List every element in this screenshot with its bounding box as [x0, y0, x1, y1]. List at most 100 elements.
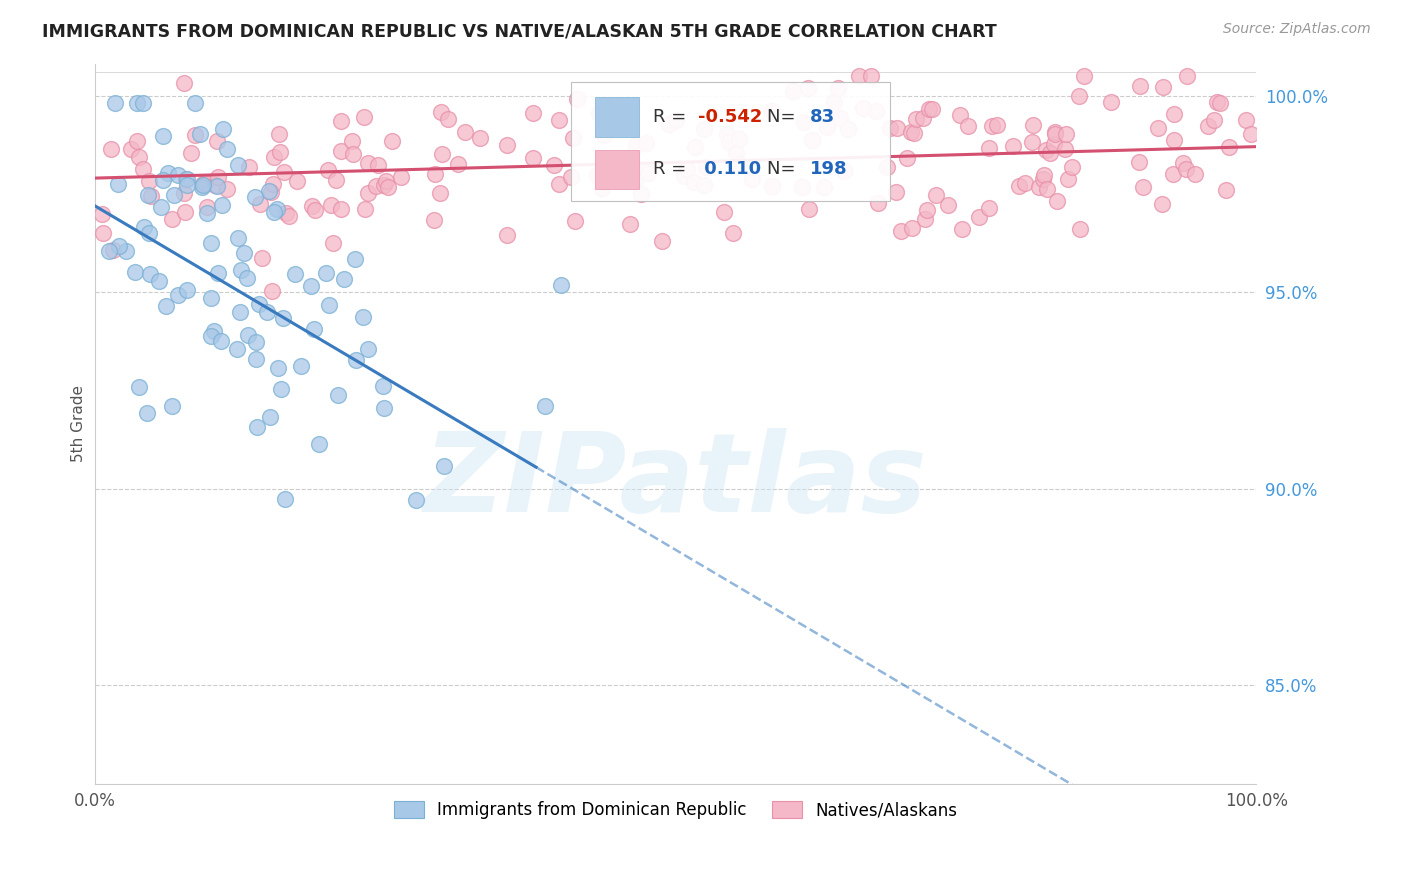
Point [896, 151, 918, 165]
Point [801, 133, 824, 147]
Point [543, 158, 565, 172]
Point [301, 199, 323, 213]
Point [436, 112, 458, 126]
Point [138, 226, 160, 240]
Point [624, 173, 647, 187]
Text: 0.110: 0.110 [697, 161, 761, 178]
Point [274, 492, 297, 507]
Point [229, 305, 252, 319]
Point [728, 157, 751, 171]
Point [207, 170, 229, 185]
Point [173, 186, 195, 201]
Point [163, 188, 186, 202]
Text: R =: R = [654, 161, 699, 178]
Point [468, 130, 491, 145]
Point [366, 179, 388, 194]
Point [138, 188, 160, 202]
Point [914, 211, 936, 226]
Point [534, 399, 557, 413]
Bar [595, 97, 640, 136]
Point [565, 92, 588, 106]
Point [152, 128, 174, 143]
Point [1234, 112, 1257, 127]
Point [344, 352, 367, 367]
Point [876, 160, 898, 174]
Point [815, 120, 838, 134]
Text: N=: N= [768, 108, 801, 126]
Point [176, 171, 198, 186]
Point [1032, 171, 1054, 186]
Point [357, 343, 380, 357]
Point [226, 230, 249, 244]
Point [167, 168, 190, 182]
Point [315, 266, 337, 280]
Point [1175, 69, 1198, 83]
Point [243, 190, 266, 204]
Point [593, 128, 616, 142]
Point [91, 226, 114, 240]
Point [321, 198, 343, 212]
Point [125, 134, 148, 148]
Point [263, 150, 285, 164]
Point [921, 102, 943, 116]
Point [302, 322, 325, 336]
Point [429, 186, 451, 200]
Point [160, 399, 183, 413]
Point [522, 152, 544, 166]
Point [308, 437, 330, 451]
Text: 198: 198 [810, 161, 848, 178]
Point [591, 181, 613, 195]
Point [761, 178, 783, 193]
Point [176, 283, 198, 297]
Point [176, 172, 198, 186]
Point [225, 342, 247, 356]
Point [624, 161, 647, 175]
Point [1147, 121, 1170, 136]
Point [925, 187, 948, 202]
Point [1060, 160, 1083, 174]
Point [405, 492, 427, 507]
Point [832, 164, 855, 178]
Point [672, 169, 695, 184]
Point [683, 176, 706, 190]
Point [912, 111, 935, 125]
Point [284, 267, 307, 281]
Point [693, 178, 716, 192]
Point [247, 297, 270, 311]
Point [561, 131, 583, 145]
Point [1056, 171, 1078, 186]
Point [903, 126, 925, 140]
Point [848, 69, 870, 83]
Point [423, 167, 446, 181]
Point [619, 217, 641, 231]
Point [636, 136, 658, 150]
Point [1054, 127, 1077, 141]
Point [299, 278, 322, 293]
Text: R =: R = [654, 108, 692, 126]
Point [160, 211, 183, 226]
Point [956, 120, 979, 134]
Point [329, 202, 352, 216]
Point [200, 329, 222, 343]
Point [949, 107, 972, 121]
Point [852, 101, 875, 115]
Point [128, 380, 150, 394]
Point [1218, 140, 1240, 154]
Point [1033, 169, 1056, 183]
Point [263, 205, 285, 219]
Point [782, 84, 804, 98]
Point [138, 174, 160, 188]
Point [304, 202, 326, 217]
Point [823, 95, 845, 109]
Point [238, 160, 260, 174]
Point [950, 222, 973, 236]
Point [342, 147, 364, 161]
Point [245, 335, 267, 350]
Text: -0.542: -0.542 [697, 108, 762, 126]
Point [1208, 96, 1230, 111]
Point [651, 234, 673, 248]
Point [200, 236, 222, 251]
Point [1161, 167, 1184, 181]
Point [354, 202, 377, 217]
Point [148, 275, 170, 289]
